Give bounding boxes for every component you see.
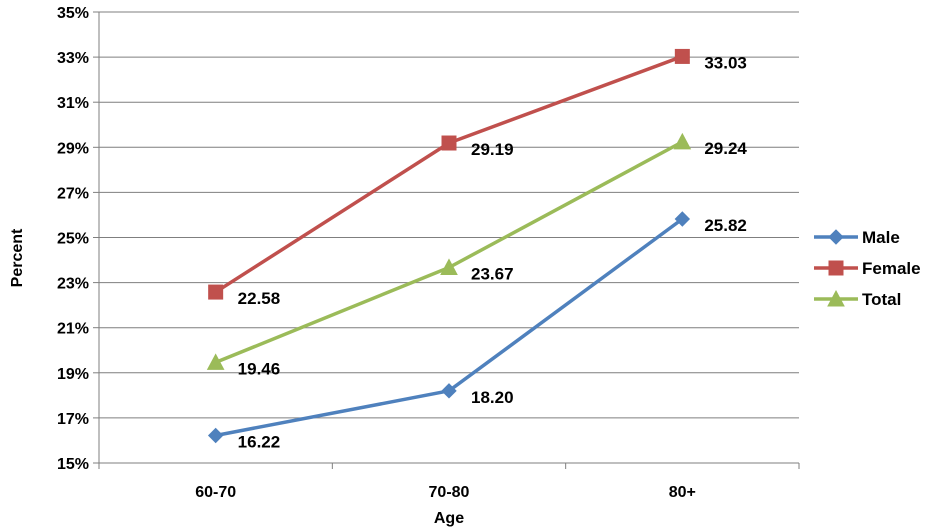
data-point-total <box>206 353 225 370</box>
series-group <box>206 48 692 444</box>
data-label-female: 29.19 <box>471 140 514 159</box>
data-label-female: 22.58 <box>238 289 281 308</box>
y-tick-label: 15% <box>57 456 89 473</box>
legend-marker-female <box>828 260 844 276</box>
series-line-female <box>214 54 683 294</box>
legend-label-total: Total <box>862 290 901 309</box>
y-tick-label: 31% <box>57 95 89 112</box>
y-tick-label: 27% <box>57 185 89 202</box>
data-point-female <box>208 284 224 300</box>
data-label-total: 23.67 <box>471 264 514 283</box>
legend-marker-male <box>828 229 844 245</box>
data-point-total <box>440 258 458 275</box>
data-point-total <box>673 132 692 150</box>
data-point-male <box>441 383 457 399</box>
x-tick-label: 60-70 <box>195 484 236 501</box>
legend-label-male: Male <box>862 228 900 247</box>
data-labels: 16.22 18.20 25.82 22.58 29.19 33.03 19.46 23.67… <box>238 53 748 451</box>
legend: Male Female Total <box>814 228 921 309</box>
axes <box>98 12 800 469</box>
legend-label-female: Female <box>862 259 921 278</box>
x-tick-label: 80+ <box>669 484 696 501</box>
x-axis-title: Age <box>434 510 464 527</box>
y-tick-label: 33% <box>57 50 89 67</box>
y-tick-label: 35% <box>57 5 89 22</box>
data-point-male <box>207 427 224 444</box>
data-label-female: 33.03 <box>704 53 747 72</box>
y-tick-label: 29% <box>57 140 89 157</box>
y-tick-label: 23% <box>57 276 89 293</box>
y-tick-label: 21% <box>57 321 89 338</box>
y-tick-label: 17% <box>57 411 89 428</box>
x-tick-labels: 60-70 70-80 80+ <box>195 484 696 501</box>
series-line-total <box>215 140 684 365</box>
data-point-female <box>674 48 690 64</box>
data-point-female <box>441 135 457 151</box>
data-label-total: 19.46 <box>238 359 281 378</box>
legend-marker-total <box>827 289 845 307</box>
data-point-male <box>674 211 691 227</box>
data-label-total: 29.24 <box>704 139 747 158</box>
data-label-male: 16.22 <box>238 432 281 451</box>
x-tick-label: 70-80 <box>429 484 470 501</box>
y-tick-label: 19% <box>57 366 89 383</box>
data-label-male: 18.20 <box>471 388 514 407</box>
y-axis-title: Percent <box>9 228 26 287</box>
y-tick-label: 25% <box>57 231 89 248</box>
data-label-male: 25.82 <box>704 216 747 235</box>
y-tick-labels: 15% 17% 19% 21% 23% 25% 27% 29% 31% 33% 35% <box>57 5 89 473</box>
